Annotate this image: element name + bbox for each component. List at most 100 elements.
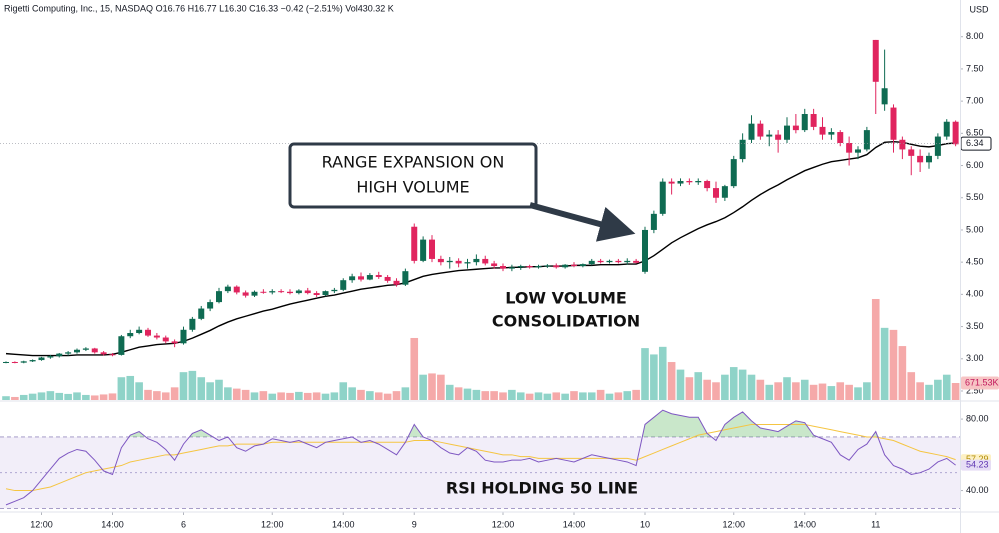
volume-bar bbox=[703, 379, 711, 400]
volume-bar bbox=[383, 393, 392, 400]
candle-body bbox=[145, 329, 151, 336]
candle-body bbox=[659, 181, 666, 214]
candle-body bbox=[677, 180, 684, 184]
volume-bar bbox=[64, 393, 72, 400]
volume-bar bbox=[854, 387, 862, 400]
candle-body bbox=[633, 260, 640, 263]
moving-average bbox=[5, 141, 956, 357]
volume-bar bbox=[756, 379, 765, 400]
candle-body bbox=[792, 125, 799, 131]
candle-body bbox=[526, 266, 533, 268]
volume-bar bbox=[55, 392, 64, 400]
candle-body bbox=[721, 186, 728, 198]
volume-bar bbox=[339, 382, 348, 400]
volume-bar bbox=[28, 393, 37, 400]
candle-body bbox=[74, 349, 80, 353]
volume-bar bbox=[667, 362, 676, 400]
volume-bar bbox=[215, 379, 223, 400]
candle-body bbox=[908, 149, 915, 156]
volume-bar bbox=[596, 389, 605, 400]
candle-body bbox=[331, 289, 338, 292]
volume-bar bbox=[508, 389, 516, 400]
candle-body bbox=[411, 226, 418, 261]
candle-body bbox=[952, 121, 959, 145]
candle-body bbox=[65, 352, 72, 354]
y-tick-label: 3.00 bbox=[966, 353, 984, 363]
y-tick-label: 7.00 bbox=[966, 96, 984, 106]
candle-body bbox=[162, 337, 169, 342]
candle-body bbox=[562, 264, 569, 268]
annotation-text: HIGH VOLUME bbox=[356, 178, 469, 197]
annotation-text: RANGE EXPANSION ON bbox=[322, 153, 505, 172]
volume-bar bbox=[2, 396, 10, 400]
volume-bar bbox=[312, 392, 321, 400]
volume-bar bbox=[650, 354, 658, 400]
volume-bar bbox=[366, 391, 374, 400]
volume-bar bbox=[11, 396, 19, 400]
volume-bar bbox=[836, 382, 845, 400]
annotation-text: RSI HOLDING 50 LINE bbox=[446, 479, 638, 498]
candle-body bbox=[127, 333, 134, 337]
candle-body bbox=[837, 132, 844, 143]
candle-body bbox=[571, 264, 577, 267]
candle-body bbox=[784, 125, 790, 140]
rsi-tag-label: 54.23 bbox=[966, 460, 989, 470]
candle-body bbox=[20, 361, 27, 363]
volume-bar bbox=[818, 383, 827, 400]
volume-bar bbox=[579, 392, 587, 400]
candle-body bbox=[810, 114, 817, 127]
volume-bar bbox=[783, 377, 791, 400]
rsi-line bbox=[5, 409, 956, 506]
volume-bar bbox=[721, 374, 729, 400]
volume-bar bbox=[250, 392, 259, 400]
volume-bar bbox=[534, 392, 543, 400]
volume-bar bbox=[552, 392, 561, 400]
volume-bar bbox=[37, 392, 46, 400]
candle-body bbox=[517, 266, 524, 268]
candle-body bbox=[100, 352, 107, 355]
x-tick-label: 11 bbox=[871, 519, 880, 529]
volume-bar bbox=[738, 369, 747, 400]
volume-bar bbox=[108, 393, 117, 400]
volume-bar bbox=[587, 392, 596, 400]
candle-body bbox=[287, 291, 293, 294]
candle-body bbox=[642, 229, 648, 272]
volume-bar bbox=[570, 391, 578, 400]
volume-bar bbox=[747, 374, 756, 400]
candle-body bbox=[508, 267, 515, 269]
rsi-ma-tag-label: 57.29 bbox=[966, 454, 989, 464]
candle-body bbox=[482, 258, 489, 264]
candle-body bbox=[295, 290, 302, 294]
volume-tag-label: 671.53K bbox=[965, 377, 999, 387]
candle-body bbox=[322, 291, 329, 296]
candle-body bbox=[650, 213, 657, 230]
candle-body bbox=[801, 114, 808, 131]
candle-body bbox=[553, 265, 560, 268]
candle-body bbox=[313, 293, 320, 296]
rsi-tag bbox=[961, 459, 991, 471]
candle-body bbox=[437, 258, 444, 263]
volume-bar bbox=[827, 386, 836, 400]
rsi-overbought-fill bbox=[128, 410, 878, 437]
volume-bar bbox=[410, 337, 419, 400]
volume-bar bbox=[82, 394, 90, 400]
candle-body bbox=[349, 276, 356, 281]
annotation-box bbox=[288, 142, 538, 209]
chart-title: Rigetti Computing, Inc., 15, NASDAQ O16.… bbox=[4, 3, 394, 13]
volume-bar bbox=[206, 382, 214, 400]
volume-bar bbox=[729, 367, 738, 400]
volume-bar bbox=[153, 391, 161, 400]
volume-bar bbox=[90, 395, 99, 400]
candle-body bbox=[926, 155, 932, 163]
candle-body bbox=[739, 139, 746, 160]
volume-bar bbox=[845, 384, 853, 400]
candle-body bbox=[260, 291, 267, 293]
volume-bar bbox=[765, 384, 774, 400]
annotation-range-expansion: RANGE EXPANSION ON HIGH VOLUME bbox=[288, 142, 636, 242]
x-tick-label: 12:00 bbox=[722, 519, 745, 529]
volume-bar bbox=[499, 392, 507, 400]
candle-body bbox=[153, 335, 160, 338]
volume-bar bbox=[605, 393, 614, 400]
volume-bar bbox=[401, 387, 410, 400]
volume-bar bbox=[197, 377, 206, 400]
